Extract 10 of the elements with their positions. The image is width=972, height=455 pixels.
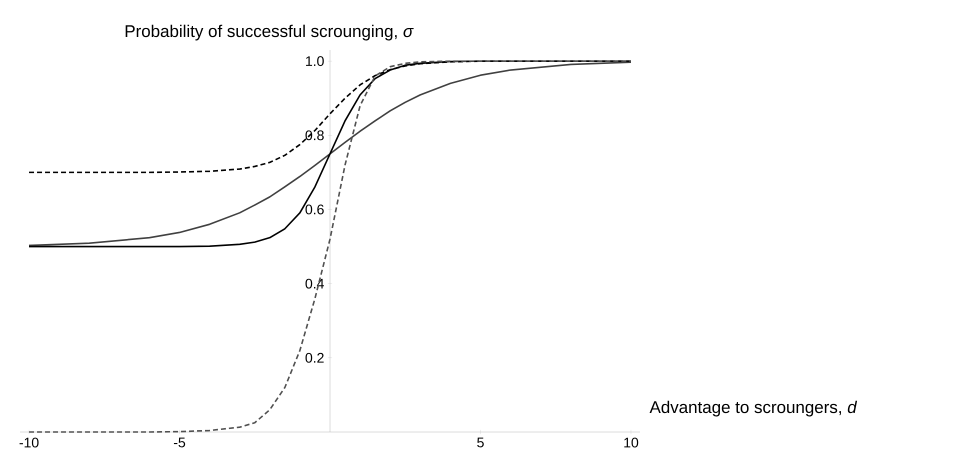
y-tick-label: 0.2 xyxy=(306,352,324,363)
x-axis-title: Advantage to scroungers, d xyxy=(650,400,858,416)
x-tick-label: 5 xyxy=(477,438,484,448)
y-tick-label: 0.6 xyxy=(306,204,324,214)
y-tick-label: 1.0 xyxy=(306,56,324,66)
y-tick-label: 0.4 xyxy=(306,278,324,289)
x-tick-label: -10 xyxy=(20,438,39,448)
x-tick-label: 10 xyxy=(624,438,638,448)
y-axis-title: Probability of successful scrounging, σ xyxy=(126,24,414,40)
x-tick-label: -5 xyxy=(174,438,186,448)
